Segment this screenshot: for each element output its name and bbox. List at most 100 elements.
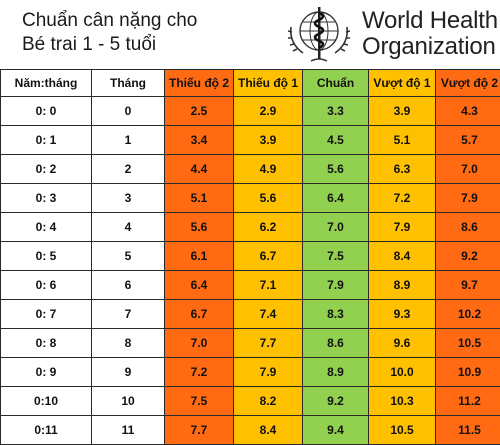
cell-moderate-under: 2.9 — [234, 97, 303, 126]
organization-name: World Health Organization — [362, 8, 498, 60]
cell-severe-over: 10.2 — [436, 300, 500, 329]
cell-moderate-over: 9.3 — [369, 300, 436, 329]
cell-standard: 7.9 — [303, 271, 369, 300]
cell-year-month: 0: 0 — [1, 97, 92, 126]
cell-severe-under: 6.7 — [165, 300, 234, 329]
cell-year-month: 0:10 — [1, 387, 92, 416]
cell-year-month: 0: 5 — [1, 242, 92, 271]
cell-severe-under: 7.5 — [165, 387, 234, 416]
cell-standard: 8.3 — [303, 300, 369, 329]
cell-month: 3 — [92, 184, 165, 213]
cell-moderate-over: 10.5 — [369, 416, 436, 445]
title-block: Chuẩn cân nặng cho Bé trai 1 - 5 tuổi — [22, 9, 197, 57]
title-line-1: Chuẩn cân nặng cho — [22, 9, 197, 33]
cell-standard: 9.4 — [303, 416, 369, 445]
cell-year-month: 0: 1 — [1, 126, 92, 155]
org-line-2: Organization — [362, 34, 498, 60]
cell-moderate-over: 3.9 — [369, 97, 436, 126]
cell-month: 8 — [92, 329, 165, 358]
cell-standard: 8.6 — [303, 329, 369, 358]
cell-moderate-over: 8.9 — [369, 271, 436, 300]
cell-moderate-under: 7.4 — [234, 300, 303, 329]
cell-standard: 5.6 — [303, 155, 369, 184]
cell-year-month: 0: 3 — [1, 184, 92, 213]
cell-severe-over: 9.2 — [436, 242, 500, 271]
cell-severe-under: 5.6 — [165, 213, 234, 242]
cell-month: 5 — [92, 242, 165, 271]
cell-moderate-over: 6.3 — [369, 155, 436, 184]
cell-moderate-under: 7.9 — [234, 358, 303, 387]
cell-severe-under: 5.1 — [165, 184, 234, 213]
cell-year-month: 0: 8 — [1, 329, 92, 358]
cell-severe-under: 4.4 — [165, 155, 234, 184]
cell-moderate-under: 6.7 — [234, 242, 303, 271]
cell-moderate-under: 5.6 — [234, 184, 303, 213]
header-row: Năm:tháng Tháng Thiếu độ 2 Thiếu độ 1 Ch… — [1, 70, 500, 97]
cell-standard: 8.9 — [303, 358, 369, 387]
cell-moderate-under: 8.2 — [234, 387, 303, 416]
col-header-standard: Chuẩn — [303, 70, 369, 97]
cell-severe-under: 2.5 — [165, 97, 234, 126]
cell-standard: 9.2 — [303, 387, 369, 416]
cell-year-month: 0: 4 — [1, 213, 92, 242]
who-emblem-icon — [283, 3, 355, 65]
cell-moderate-over: 5.1 — [369, 126, 436, 155]
cell-year-month: 0: 6 — [1, 271, 92, 300]
cell-month: 11 — [92, 416, 165, 445]
cell-severe-under: 7.2 — [165, 358, 234, 387]
cell-severe-over: 7.9 — [436, 184, 500, 213]
col-header-moderate-over: Vượt độ 1 — [369, 70, 436, 97]
cell-standard: 7.5 — [303, 242, 369, 271]
cell-standard: 3.3 — [303, 97, 369, 126]
cell-severe-over: 4.3 — [436, 97, 500, 126]
cell-month: 9 — [92, 358, 165, 387]
cell-severe-under: 7.0 — [165, 329, 234, 358]
cell-severe-under: 7.7 — [165, 416, 234, 445]
cell-severe-over: 10.5 — [436, 329, 500, 358]
cell-standard: 4.5 — [303, 126, 369, 155]
cell-month: 1 — [92, 126, 165, 155]
cell-moderate-under: 7.1 — [234, 271, 303, 300]
cell-standard: 7.0 — [303, 213, 369, 242]
cell-month: 6 — [92, 271, 165, 300]
cell-moderate-under: 7.7 — [234, 329, 303, 358]
cell-year-month: 0: 2 — [1, 155, 92, 184]
cell-moderate-under: 3.9 — [234, 126, 303, 155]
cell-severe-over: 11.2 — [436, 387, 500, 416]
cell-moderate-over: 7.9 — [369, 213, 436, 242]
col-header-month: Tháng — [92, 70, 165, 97]
org-line-1: World Health — [362, 8, 498, 34]
col-header-year-month: Năm:tháng — [1, 70, 92, 97]
cell-severe-under: 6.1 — [165, 242, 234, 271]
cell-severe-over: 7.0 — [436, 155, 500, 184]
cell-severe-over: 10.9 — [436, 358, 500, 387]
cell-moderate-over: 10.0 — [369, 358, 436, 387]
cell-moderate-under: 4.9 — [234, 155, 303, 184]
cell-moderate-over: 7.2 — [369, 184, 436, 213]
cell-moderate-over: 10.3 — [369, 387, 436, 416]
cell-severe-over: 5.7 — [436, 126, 500, 155]
col-header-moderate-under: Thiếu độ 1 — [234, 70, 303, 97]
cell-severe-over: 9.7 — [436, 271, 500, 300]
title-line-2: Bé trai 1 - 5 tuổi — [22, 33, 197, 57]
cell-month: 4 — [92, 213, 165, 242]
cell-year-month: 0: 9 — [1, 358, 92, 387]
cell-year-month: 0: 7 — [1, 300, 92, 329]
cell-moderate-over: 9.6 — [369, 329, 436, 358]
cell-moderate-over: 8.4 — [369, 242, 436, 271]
cell-moderate-under: 6.2 — [234, 213, 303, 242]
cell-severe-under: 6.4 — [165, 271, 234, 300]
cell-month: 0 — [92, 97, 165, 126]
cell-severe-over: 8.6 — [436, 213, 500, 242]
